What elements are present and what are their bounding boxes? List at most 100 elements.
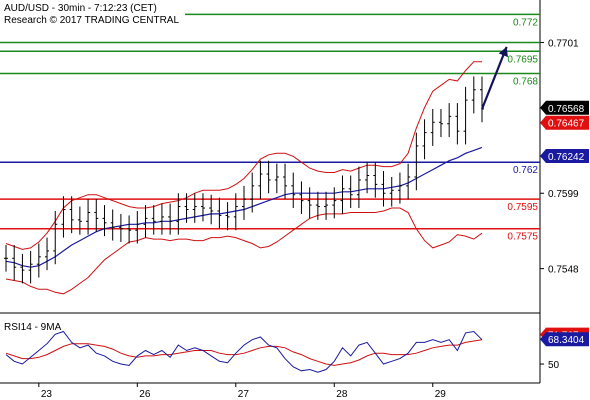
price-axis-tick-label: 0.7701 bbox=[548, 38, 579, 49]
x-axis-tick-label: 28 bbox=[336, 389, 348, 400]
rsi-axis-tick-label: 50 bbox=[548, 360, 560, 371]
price-bar bbox=[365, 162, 370, 194]
forecast-arrow-head bbox=[498, 46, 508, 58]
price-bar bbox=[447, 103, 452, 138]
price-bar bbox=[12, 244, 17, 281]
price-bar bbox=[69, 196, 74, 234]
price-badge: 0.76242 bbox=[540, 148, 589, 163]
price-bar bbox=[397, 172, 402, 204]
price-bar bbox=[332, 187, 337, 219]
price-bar bbox=[118, 213, 123, 243]
price-bar bbox=[373, 162, 378, 198]
price-bar bbox=[463, 86, 468, 145]
level-label: 0.772 bbox=[513, 17, 538, 28]
price-badge-bg bbox=[540, 115, 589, 130]
price-bar bbox=[53, 210, 58, 265]
level-label: 0.768 bbox=[513, 76, 538, 87]
price-bar bbox=[324, 191, 329, 220]
price-bar bbox=[143, 205, 148, 238]
price-bar bbox=[4, 244, 8, 272]
price-bar bbox=[200, 193, 205, 222]
price-bar bbox=[233, 193, 238, 231]
rsi-line bbox=[5, 330, 483, 373]
price-bar bbox=[77, 206, 82, 235]
price-bar bbox=[389, 176, 394, 207]
x-axis-tick-label: 23 bbox=[41, 389, 53, 400]
price-axis-tick-label: 0.7599 bbox=[548, 189, 579, 200]
chart-title: AUD/USD - 30min - 7:12:23 (CET) bbox=[4, 3, 157, 14]
price-bar bbox=[94, 199, 99, 232]
bollinger-lower bbox=[5, 207, 483, 295]
level-label: 0.7595 bbox=[507, 202, 538, 213]
price-bar bbox=[45, 237, 50, 271]
price-bar bbox=[242, 185, 246, 220]
forecast-arrow bbox=[480, 46, 508, 110]
price-bar bbox=[274, 163, 279, 194]
price-bar bbox=[299, 181, 304, 214]
price-badge: 0.76568 bbox=[540, 100, 589, 115]
price-bar bbox=[266, 160, 271, 194]
price-bar bbox=[36, 243, 41, 278]
price-bar bbox=[480, 76, 484, 123]
price-bar bbox=[86, 199, 91, 235]
price-bar bbox=[356, 166, 361, 209]
x-axis-tick-label: 26 bbox=[139, 389, 151, 400]
rsi-badge-bg bbox=[540, 332, 589, 347]
price-panel: 0.772 0.7695 0.768 0.762 0.7595 0.7575 0.7701… bbox=[0, 0, 589, 383]
x-axis-tick-label: 27 bbox=[238, 389, 250, 400]
price-bar bbox=[127, 215, 132, 244]
price-bar bbox=[217, 197, 222, 229]
price-bar bbox=[455, 103, 460, 145]
forecast-arrow-shaft bbox=[480, 46, 508, 110]
price-bar bbox=[28, 250, 33, 284]
level-label: 0.7695 bbox=[507, 54, 538, 65]
x-axis-tick-label: 29 bbox=[435, 389, 447, 400]
price-bar bbox=[250, 172, 255, 213]
price-bar bbox=[348, 175, 353, 209]
price-bar bbox=[414, 132, 419, 191]
price-bar bbox=[176, 193, 181, 235]
price-bar bbox=[110, 209, 115, 241]
rsi-ma-line bbox=[5, 339, 483, 366]
price-badge-label: 0.76568 bbox=[548, 104, 585, 115]
price-bar bbox=[135, 210, 140, 244]
price-bar bbox=[283, 163, 288, 200]
price-bars bbox=[4, 76, 484, 284]
price-bar bbox=[381, 171, 386, 207]
price-badge-label: 0.76242 bbox=[548, 152, 585, 163]
rsi-panel: RSI14 - 9MA 50 71.76768.3404 23 26 27 28 29 bbox=[0, 322, 589, 400]
x-axis: 23 26 27 28 29 bbox=[38, 383, 447, 400]
level-label: 0.762 bbox=[513, 165, 538, 176]
rsi-axis: 50 bbox=[540, 360, 560, 371]
price-bar bbox=[406, 163, 411, 200]
price-badge: 0.76467 bbox=[540, 115, 589, 130]
price-bar bbox=[102, 205, 107, 237]
price-badge-bg bbox=[540, 148, 589, 163]
rsi-badges: 71.76768.3404 bbox=[540, 327, 589, 347]
bollinger-upper bbox=[5, 61, 482, 250]
price-bar bbox=[315, 191, 320, 220]
price-bar bbox=[151, 205, 156, 235]
support-resistance-levels: 0.772 0.7695 0.768 0.762 0.7595 0.7575 bbox=[0, 13, 540, 243]
price-bar bbox=[20, 253, 25, 284]
price-bar bbox=[340, 175, 345, 214]
bollinger-bands bbox=[5, 61, 483, 295]
price-bar bbox=[430, 108, 435, 146]
chart-copyright: Research © 2017 TRADING CENTRAL bbox=[4, 15, 179, 26]
price-bar bbox=[61, 196, 66, 238]
price-badges: 0.76568 0.76467 0.76242 bbox=[540, 100, 589, 163]
price-badge-bg bbox=[540, 100, 589, 115]
rsi-badge: 68.3404 bbox=[540, 332, 589, 347]
rsi-badge-label: 68.3404 bbox=[548, 335, 585, 346]
price-bar bbox=[307, 187, 312, 219]
level-label: 0.7575 bbox=[507, 232, 538, 243]
price-bar bbox=[471, 76, 476, 114]
price-bar bbox=[258, 160, 263, 200]
price-axis: 0.7701 0.7599 0.7548 bbox=[540, 38, 579, 276]
price-bar bbox=[192, 193, 197, 223]
rsi-lines bbox=[5, 330, 483, 373]
rsi-label: RSI14 - 9MA bbox=[4, 322, 62, 333]
price-bar bbox=[159, 203, 164, 235]
price-axis-tick-label: 0.7548 bbox=[548, 265, 579, 276]
